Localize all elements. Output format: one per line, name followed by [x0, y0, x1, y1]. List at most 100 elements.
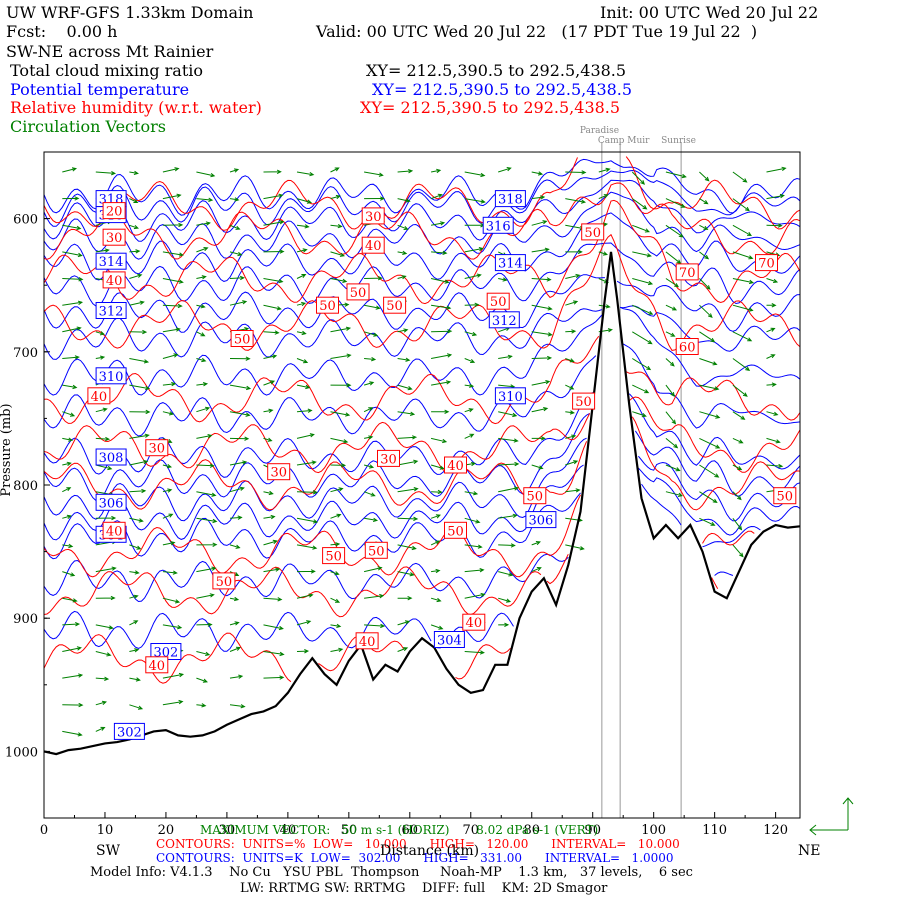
reference-vector-horizontal [809, 824, 848, 836]
circulation-vector-325 [632, 411, 647, 418]
circulation-vector-61 [129, 620, 139, 626]
circulation-vector-300 [565, 329, 577, 334]
circulation-vector-160 [296, 490, 318, 495]
circulation-vector-175 [330, 383, 352, 388]
circulation-vector-256 [464, 568, 485, 573]
circulation-vector-278 [531, 171, 544, 176]
circulation-vector-96 [196, 434, 213, 439]
theta-label-box-9 [113, 722, 145, 740]
circulation-vector-234 [430, 464, 445, 470]
circulation-vector-13 [62, 514, 72, 519]
theta-label-box-5 [95, 448, 127, 466]
circulation-vector-334 [665, 384, 675, 398]
circulation-vector-280 [531, 220, 548, 226]
circulation-vector-364 [732, 464, 743, 471]
circulation-vector-231 [431, 380, 452, 386]
circulation-vector-301 [565, 358, 575, 363]
circulation-vector-190 [364, 275, 383, 281]
rh-contour-label-36: 50 [325, 550, 342, 565]
circulation-vector-339 [699, 171, 710, 182]
circulation-vector-110 [229, 251, 243, 257]
circulation-vector-62 [129, 648, 140, 653]
rh-contour-4 [43, 335, 801, 425]
circulation-vector-129 [263, 193, 284, 200]
rh-contour-label-28: 50 [386, 299, 403, 314]
location-label-1: Camp Muir [598, 136, 650, 146]
circulation-vector-142 [263, 539, 278, 546]
circulation-vector-337 [665, 464, 681, 472]
x-tick-label-0: 0 [40, 823, 48, 838]
circulation-vector-192 [363, 331, 379, 337]
circulation-vector-201 [363, 566, 383, 573]
circulation-vector-156 [296, 384, 311, 390]
circulation-vector-50 [129, 329, 148, 335]
field-theta-label: Potential temperature [10, 80, 190, 99]
theta-contour-305 [43, 464, 801, 541]
field-rh-xy: XY= 212.5,390.5 to 292.5,438.5 [360, 98, 621, 117]
circulation-vector-257 [464, 592, 486, 599]
rh-label-box-36 [322, 547, 346, 565]
theta-contour-label-14: 310 [498, 390, 523, 405]
circulation-vector-17 [62, 621, 81, 627]
y-tick-label-3: 900 [13, 612, 38, 627]
x-tick-label-6: 60 [402, 823, 419, 838]
circulation-vector-0 [62, 167, 78, 173]
circulation-vector-56 [129, 488, 147, 494]
circulation-vector-335 [665, 411, 677, 425]
circulation-vector-1 [62, 196, 80, 201]
theta-label-box-15 [525, 511, 557, 529]
theta-contour-309 [43, 343, 801, 437]
theta-label-box-3 [95, 302, 127, 319]
circulation-vector-346 [699, 358, 718, 366]
circulation-vector-4 [62, 277, 84, 282]
circulation-vector-162 [296, 544, 318, 550]
circulation-vector-49 [129, 300, 145, 306]
circulation-vector-169 [330, 223, 343, 229]
rh-label-box-27 [316, 296, 339, 314]
rh-label-box-42 [572, 392, 596, 410]
circulation-vector-21 [62, 730, 83, 737]
circulation-vector-93 [196, 357, 207, 363]
circulation-vector-260 [498, 167, 512, 173]
circulation-vector-43 [95, 726, 106, 732]
circulation-vector-33 [95, 464, 113, 471]
circulation-vector-305 [565, 460, 579, 466]
circulation-vector-134 [263, 330, 280, 335]
rh-label-box-21 [145, 439, 169, 457]
circulation-vector-356 [732, 251, 754, 260]
circulation-vector-340 [699, 198, 709, 205]
circulation-vector-370 [766, 223, 783, 228]
theta-contour-304 [43, 483, 761, 560]
circulation-vector-85 [162, 699, 184, 706]
circulation-vector-65 [162, 167, 180, 173]
rh-label-box-37 [364, 541, 388, 559]
rh-contour-label-22: 40 [106, 524, 123, 539]
circulation-vector-283 [531, 304, 553, 311]
circulation-vector-328 [665, 224, 684, 238]
circulation-vector-82 [162, 624, 183, 630]
circulation-vector-222 [397, 647, 409, 652]
circulation-vector-343 [699, 278, 711, 290]
circulation-vector-161 [296, 517, 319, 524]
circulation-vector-177 [330, 437, 349, 444]
circulation-vector-359 [732, 331, 753, 342]
circulation-vector-144 [263, 597, 283, 602]
circulation-vector-118 [229, 460, 248, 466]
circulation-vector-187 [364, 196, 385, 201]
circulation-vector-90 [196, 275, 207, 280]
circulation-vector-186 [364, 171, 384, 177]
rh-label-box-17 [102, 202, 126, 220]
rh-label-box-28 [383, 296, 407, 314]
theta-label-box-10 [494, 190, 526, 208]
rh-label-box-45 [755, 254, 778, 272]
circulation-vector-174 [330, 353, 352, 359]
circulation-vector-185 [330, 647, 344, 652]
circulation-vector-197 [363, 464, 375, 469]
theta-contour-label-13: 312 [492, 314, 517, 329]
circulation-vector-44 [129, 170, 139, 175]
circulation-vector-120 [229, 515, 243, 520]
circulation-vector-176 [330, 411, 351, 417]
rh-label-box-25 [361, 236, 385, 254]
circulation-vector-329 [665, 251, 682, 264]
circulation-vector-131 [263, 249, 285, 254]
